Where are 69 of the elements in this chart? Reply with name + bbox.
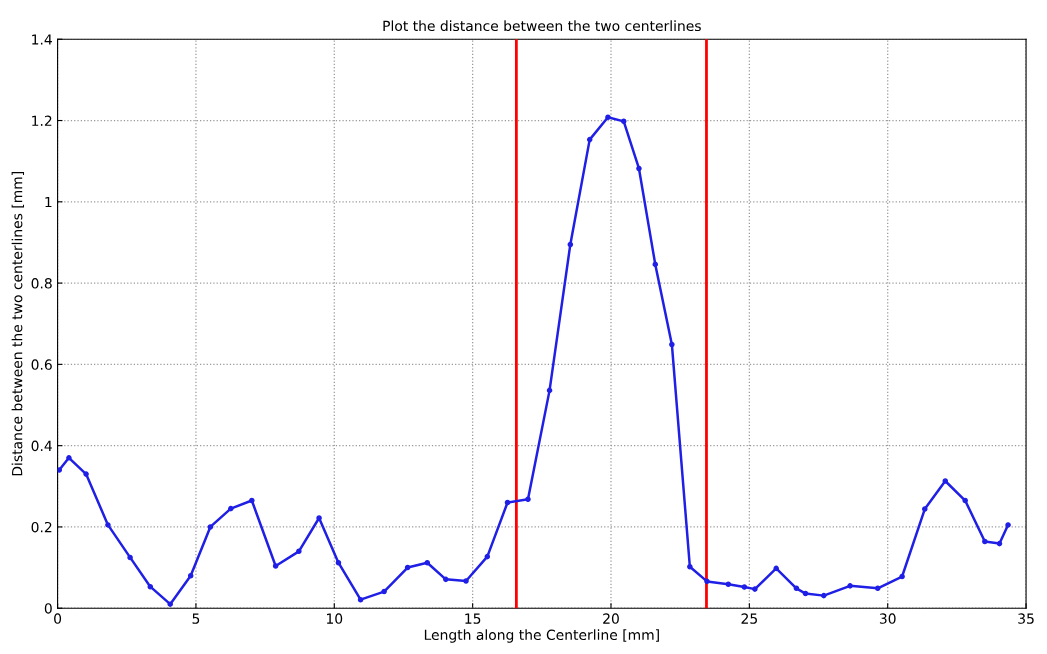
point [802, 590, 809, 597]
point [296, 548, 302, 555]
y-tick-label: 1 [45, 196, 52, 208]
point [381, 588, 387, 595]
point [636, 165, 642, 172]
point [404, 564, 411, 571]
x-tick-label: 20 [603, 613, 619, 624]
point [484, 553, 491, 560]
point [962, 497, 968, 504]
point [752, 586, 758, 592]
y-tick-label: 0.2 [31, 521, 52, 533]
y-tick-label: 0.8 [31, 278, 52, 289]
point [669, 341, 675, 348]
y-tick-label: 0.4 [31, 440, 52, 452]
point [443, 576, 449, 583]
point [687, 563, 693, 570]
chart-title: Plot the distance between the two centerlines [383, 20, 701, 32]
point [546, 387, 553, 394]
point [821, 592, 827, 599]
y-axis-title: Distance between the two centerlines [mm] [11, 172, 25, 476]
point [982, 538, 988, 545]
point [57, 467, 63, 473]
point [652, 261, 659, 268]
point [187, 572, 194, 579]
point [167, 601, 173, 607]
point [874, 585, 881, 592]
point [586, 136, 593, 143]
point [525, 496, 531, 503]
point [773, 565, 779, 572]
point [899, 573, 905, 580]
x-tick-label: 25 [741, 613, 757, 624]
point [105, 522, 111, 528]
point [207, 524, 214, 530]
point [463, 578, 469, 584]
point [504, 499, 511, 506]
point [605, 114, 611, 121]
x-tick-label: 30 [879, 613, 896, 624]
point [725, 581, 732, 588]
point [1005, 522, 1011, 528]
x-tick-label: 5 [192, 613, 200, 624]
point [335, 559, 342, 566]
y-tick-label: 0 [44, 603, 52, 614]
x-tick-label: 10 [326, 613, 343, 624]
point [620, 118, 627, 125]
point [922, 506, 928, 512]
x-tick-label: 35 [1018, 613, 1034, 624]
point [741, 584, 748, 590]
point [66, 455, 72, 461]
y-tick-label: 1.2 [32, 115, 52, 126]
y-tick-label: 0.6 [31, 359, 52, 370]
point [704, 578, 710, 585]
point [996, 540, 1003, 547]
point [83, 471, 89, 477]
point [357, 596, 364, 603]
point [228, 505, 234, 512]
point [793, 585, 800, 592]
point [272, 563, 279, 569]
point [316, 515, 322, 521]
point [424, 559, 431, 566]
point [249, 497, 255, 504]
point [127, 554, 133, 561]
point [567, 241, 574, 248]
point [147, 583, 154, 590]
point [847, 583, 853, 589]
x-tick-label: 15 [465, 613, 481, 624]
y-tick-label: 1.4 [32, 34, 52, 45]
point [942, 478, 949, 484]
x-tick-label: 0 [54, 613, 62, 624]
x-axis-title: Length along the Centerline [mm] [424, 629, 659, 643]
